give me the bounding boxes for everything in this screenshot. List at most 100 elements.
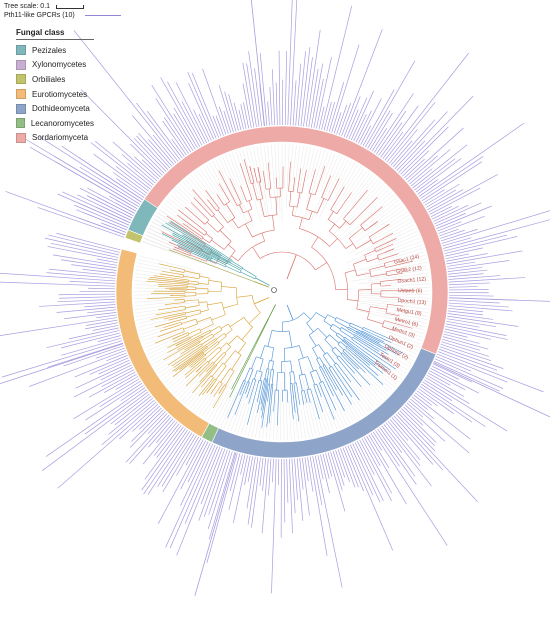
tree-branch (385, 264, 399, 268)
leaf-guide (242, 149, 258, 203)
tree-branch (277, 406, 279, 426)
tree-branch (238, 240, 265, 262)
tree-branch (247, 210, 253, 221)
tree-branch (333, 178, 340, 190)
leaf-guide (194, 172, 237, 230)
gpcr-count-bar (418, 122, 525, 197)
gpcr-count-bar (39, 136, 142, 203)
gpcr-count-bar (297, 51, 306, 126)
tree-branch (198, 274, 201, 279)
tree-branch (293, 371, 296, 384)
gpcr-count-bar (74, 355, 128, 378)
tree-branch (171, 239, 201, 254)
gpcr-count-bar (448, 294, 494, 297)
leaf-guide (328, 174, 373, 233)
leaf-guide (381, 326, 422, 341)
leaf-guide (189, 370, 220, 409)
gpcr-count-bar (415, 158, 462, 193)
gpcr-count-bar (181, 101, 205, 145)
tree-branch (195, 351, 204, 358)
tree-branch (288, 330, 293, 348)
tree-branch (200, 309, 209, 313)
gpcr-count-bar (441, 341, 490, 357)
tree-branch (246, 183, 253, 200)
tree-branch (343, 211, 350, 220)
gpcr-count-bar (283, 458, 286, 523)
tree-branch (329, 377, 337, 390)
gpcr-count-bar (229, 453, 241, 492)
tree-branch (262, 170, 265, 178)
gpcr-count-bar (284, 51, 287, 126)
leaf-guide (147, 334, 191, 355)
leaf-guide (394, 322, 425, 331)
tree-branch (182, 223, 190, 228)
legend-item-dothideomyceta: Dothideomyceta (16, 101, 94, 116)
gpcr-count-bar (223, 110, 232, 134)
gpcr-count-bar (317, 455, 324, 480)
gpcr-count-bar (46, 272, 116, 279)
tree-branch (369, 221, 378, 228)
clade-label: Dpoch1 (13) (397, 298, 426, 306)
leaf-guide (391, 336, 420, 348)
gpcr-count-bar (308, 68, 319, 128)
leaf-guide (136, 306, 198, 317)
tree-branch (384, 238, 397, 245)
gpcr-count-bar (302, 457, 310, 516)
tree-branch (201, 336, 214, 345)
tree-branch (215, 333, 225, 340)
leaf-guide (289, 144, 293, 183)
gpcr-count-bar (407, 155, 438, 183)
tree-branch (326, 377, 345, 412)
gpcr-count-bar (393, 415, 444, 471)
leaf-guide (313, 392, 327, 434)
gpcr-count-bar (75, 362, 131, 389)
gpcr-count-bar (136, 135, 169, 171)
gpcr-count-bar (84, 304, 116, 308)
tree-branch (185, 373, 199, 387)
tree-branch (363, 343, 389, 361)
leaf-guide (151, 221, 189, 243)
tree-branch (206, 339, 217, 348)
tree-branch (218, 335, 227, 343)
leaf-guide (159, 209, 193, 232)
tree-branch (208, 349, 222, 363)
gpcr-count-bar (403, 406, 424, 426)
tree-branch (281, 360, 291, 362)
gpcr-count-bar (349, 444, 374, 496)
tree-branch (355, 332, 387, 351)
gpcr-count-bar (304, 457, 309, 482)
tree-branch (267, 369, 270, 380)
gpcr-count-bar (367, 110, 391, 149)
tree-branch (370, 306, 387, 310)
gpcr-count-bar (115, 203, 135, 214)
gpcr-count-bar (369, 112, 393, 151)
gpcr-count-bar (103, 373, 137, 393)
leaf-guide (162, 352, 200, 380)
tree-branch (297, 394, 301, 406)
tree-branch (324, 339, 334, 350)
gpcr-count-bar (0, 272, 116, 282)
tree-branch (271, 369, 274, 385)
leaf-guide (209, 162, 237, 211)
gpcr-count-bar (432, 205, 459, 220)
gpcr-count-bar (442, 338, 480, 351)
tree-branch (195, 353, 205, 362)
gpcr-count-bar (414, 158, 456, 191)
tree-branch (245, 223, 253, 238)
gpcr-count-bar (371, 127, 388, 152)
tree-branch (246, 167, 252, 184)
gpcr-count-bar (173, 107, 198, 149)
gpcr-count-bar (375, 430, 400, 467)
leaf-guide (354, 353, 396, 388)
tree-branch (373, 336, 385, 343)
leaf-guide (232, 152, 244, 184)
tree-branch (192, 378, 206, 394)
tree-branch (316, 383, 321, 394)
tree-branch (220, 385, 227, 396)
gpcr-count-bar (163, 117, 189, 154)
gpcr-count-bar (101, 399, 155, 446)
leaf-guide (214, 355, 250, 424)
tree-branch (369, 265, 385, 270)
leaf-guide (316, 384, 334, 431)
leaf-guide (185, 179, 213, 211)
